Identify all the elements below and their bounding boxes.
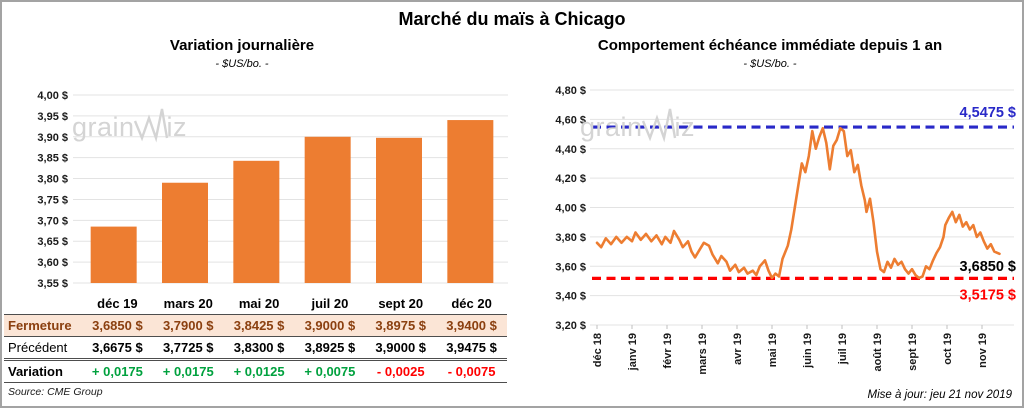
- table-column-header: sept 20: [378, 296, 424, 311]
- x-tick-label: mai 19: [767, 333, 779, 367]
- table-column-header: déc 19: [97, 296, 138, 311]
- y-tick-label: 3,65 $: [37, 236, 68, 248]
- table-cell: 3,8300 $: [223, 336, 295, 361]
- bar-chart-title: Variation journalière: [169, 37, 315, 54]
- y-tick-label: 3,60 $: [37, 257, 68, 269]
- table-cell: 3,6850 $: [82, 314, 153, 337]
- x-tick-label: janv 19: [627, 333, 639, 371]
- table-cell: 3,7900 $: [152, 314, 224, 337]
- quotes-table: déc 19 mars 20 mai 20 juil 20 sept 20 déc 20 …: [4, 292, 507, 398]
- table-cell: 3,9475 $: [436, 336, 507, 361]
- y-tick-label: 4,00 $: [37, 90, 68, 102]
- table-column-header: juil 20: [311, 296, 349, 311]
- x-tick-label: févr 19: [662, 333, 674, 368]
- y-tick-label: 3,85 $: [37, 153, 68, 165]
- y-tick-label: 3,60 $: [555, 261, 586, 273]
- table-cell: 3,9000 $: [294, 314, 366, 337]
- table-column-header: mai 20: [238, 296, 280, 311]
- source-note: Source: CME Group: [8, 386, 103, 398]
- table-cell: + 0,0175: [82, 359, 153, 383]
- daily-variation-bar-chart: 4,00 $ 3,95 $ 3,90 $ 3,85 $ 3,80 $ 3,75 $ 3,70…: [37, 90, 508, 290]
- line-chart-title: Comportement échéance immédiate depuis 1…: [597, 37, 943, 54]
- table-column-header: mars 20: [163, 296, 213, 311]
- last-update-note: Mise à jour: jeu 21 nov 2019: [867, 389, 1012, 401]
- y-tick-label: 3,40 $: [555, 291, 586, 303]
- table-cell: 3,7725 $: [152, 336, 224, 361]
- x-tick-label: mars 19: [697, 333, 709, 375]
- x-tick-label: déc 18: [592, 333, 604, 367]
- y-tick-label: 4,40 $: [555, 144, 586, 156]
- y-tick-label: 3,80 $: [37, 174, 68, 186]
- min-value-label: 3,5175 $: [960, 287, 1016, 303]
- bar-juil 20: [304, 136, 351, 283]
- line-chart-subtitle: - $US/bo. -: [743, 58, 797, 70]
- max-value-label: 4,5475 $: [960, 105, 1016, 121]
- table-cell: 3,8425 $: [223, 314, 295, 337]
- x-tick-label: juil 19: [837, 333, 849, 365]
- row-label: Variation: [4, 359, 82, 383]
- table-row-precedent: Précédent 3,6675 $3,7725 $3,8300 $3,8925 …: [4, 336, 507, 361]
- last-value-label: 3,6850 $: [960, 259, 1016, 275]
- bar-mai 20: [233, 160, 280, 283]
- table-cell: + 0,0125: [223, 359, 295, 383]
- y-tick-label: 3,55 $: [37, 278, 68, 290]
- x-tick-label: nov 19: [977, 333, 989, 368]
- table-row-fermeture: Fermeture 3,6850 $3,7900 $3,8425 $3,9000 …: [4, 314, 507, 337]
- y-tick-label: 3,70 $: [37, 215, 68, 227]
- table-row-variation: Variation + 0,0175 + 0,0175 + 0,0125 + 0,007…: [4, 359, 507, 383]
- x-tick-label: août 19: [872, 333, 884, 372]
- table-cell: + 0,0175: [152, 359, 224, 383]
- page-title: Marché du maïs à Chicago: [398, 9, 626, 29]
- table-cell: - 0,0075: [436, 359, 507, 383]
- row-label: Fermeture: [4, 314, 82, 337]
- table-cell: 3,9400 $: [436, 314, 507, 337]
- bar-déc 20: [447, 120, 494, 283]
- table-cell: 3,9000 $: [365, 336, 437, 361]
- table-corner-cell: [4, 292, 82, 315]
- x-tick-label: oct 19: [942, 333, 954, 365]
- table-cell: 3,8975 $: [365, 314, 437, 337]
- price-line: [595, 126, 1001, 280]
- y-tick-label: 3,20 $: [555, 320, 586, 332]
- bar-sept 20: [376, 137, 422, 283]
- bar-chart-subtitle: - $US/bo. -: [215, 58, 269, 70]
- y-tick-label: 3,75 $: [37, 194, 68, 206]
- x-tick-label: sept 19: [907, 333, 919, 371]
- x-tick-label: avr 19: [732, 333, 744, 365]
- y-tick-label: 4,20 $: [555, 173, 586, 185]
- y-tick-label: 4,00 $: [555, 203, 586, 215]
- table-cell: 3,8925 $: [294, 336, 366, 361]
- y-tick-label: 3,90 $: [37, 132, 68, 144]
- one-year-line-chart: 4,80 $ 4,60 $ 4,40 $ 4,20 $ 4,00 $ 3,80 $ 3,60…: [555, 85, 1016, 375]
- x-tick-label: juin 19: [802, 333, 814, 369]
- bar-déc 19: [90, 226, 137, 283]
- table-cell: - 0,0025: [365, 359, 437, 383]
- table-cell: + 0,0075: [294, 359, 366, 383]
- source-row: Source: CME Group: [4, 383, 507, 398]
- table-column-header: déc 20: [451, 296, 492, 311]
- table-header-row: déc 19 mars 20 mai 20 juil 20 sept 20 déc 20: [4, 292, 507, 315]
- bar-mars 20: [162, 182, 208, 283]
- y-tick-label: 3,95 $: [37, 111, 68, 123]
- y-tick-label: 4,60 $: [555, 114, 586, 126]
- row-label: Précédent: [4, 336, 82, 361]
- table-cell: 3,6675 $: [82, 336, 153, 361]
- y-tick-label: 4,80 $: [555, 85, 586, 97]
- y-tick-label: 3,80 $: [555, 232, 586, 244]
